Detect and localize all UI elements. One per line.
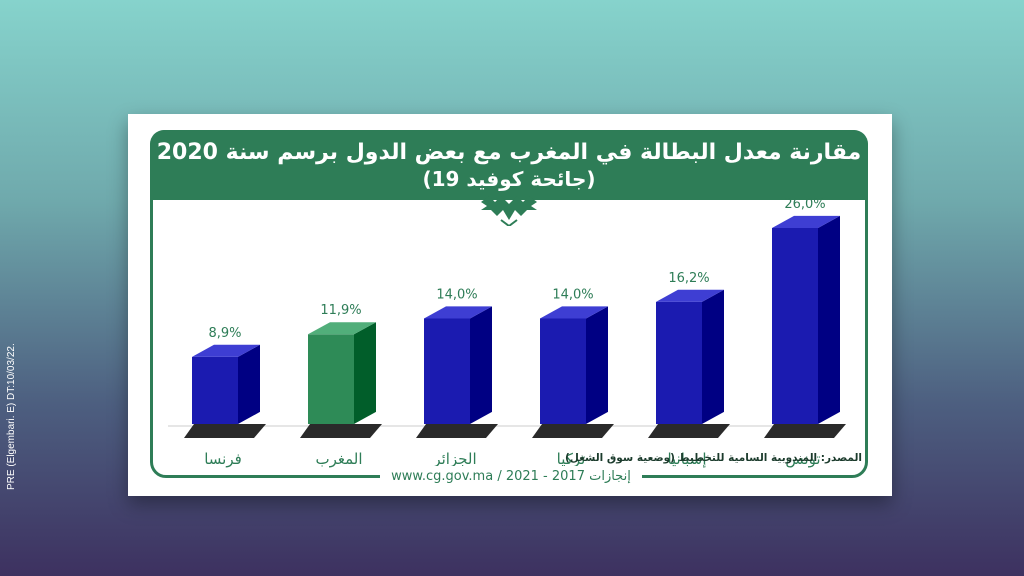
category-label: الجزائر (432, 450, 476, 468)
category-label: فرنسا (204, 450, 242, 468)
category-label: المغرب (315, 450, 362, 468)
bar-side (702, 289, 724, 424)
bar-shadow (300, 424, 382, 438)
data-label: 14,0% (552, 287, 593, 302)
bar-shadow (184, 424, 266, 438)
bar-top (772, 215, 840, 228)
bar-shadow (648, 424, 730, 438)
category-label: إسبانيا (667, 450, 706, 468)
bar-side (354, 322, 376, 424)
bar (192, 356, 238, 424)
bar (772, 228, 818, 424)
infographic-card: مقارنة معدل البطالة في المغرب مع بعض الد… (128, 114, 892, 496)
data-label: 14,0% (436, 287, 477, 302)
bar-side (470, 306, 492, 424)
bar-side (586, 306, 608, 424)
bar-chart: 8,9% فرنسا 11,9% المغرب 14,0% الجزائر 14,0% ترك… (168, 197, 846, 468)
category-label: تركيا (557, 450, 586, 468)
chart-title: مقارنة معدل البطالة في المغرب مع بعض الد… (156, 140, 862, 165)
data-label: 16,2% (668, 271, 709, 286)
source-line-1: المصدر: المندوبية السامية للتخطيط (وضعية… (564, 452, 862, 464)
bar-side (818, 215, 840, 424)
data-label: 8,9% (208, 326, 241, 341)
bar-top (308, 322, 376, 335)
bar-top (540, 306, 608, 319)
data-label: 26,0% (784, 197, 825, 212)
bar (656, 301, 702, 424)
bar-shadow (532, 424, 614, 438)
bar (540, 318, 586, 424)
bar (308, 334, 354, 424)
bar-top (192, 344, 260, 357)
bar-side (238, 344, 260, 424)
bar-top (656, 289, 724, 302)
bar-shadow (764, 424, 846, 438)
chart-header: مقارنة معدل البطالة في المغرب مع بعض الد… (150, 130, 868, 200)
ornament-icon (481, 196, 537, 226)
side-note: PRE (Elgembari. E) DT:10/03/22. (6, 343, 17, 490)
bar (424, 318, 470, 424)
chart-subtitle: (جائحة كوفيد 19) (422, 167, 596, 191)
category-label: تونس (785, 450, 820, 468)
bar-shadow (416, 424, 498, 438)
data-label: 11,9% (320, 303, 361, 318)
source-note: المصدر: المندوبية السامية للتخطيط (وضعية… (565, 452, 862, 465)
bar-top (424, 306, 492, 319)
footer-label: www.cg.gov.ma / 2021 - 2017 إنجازات (380, 466, 642, 488)
